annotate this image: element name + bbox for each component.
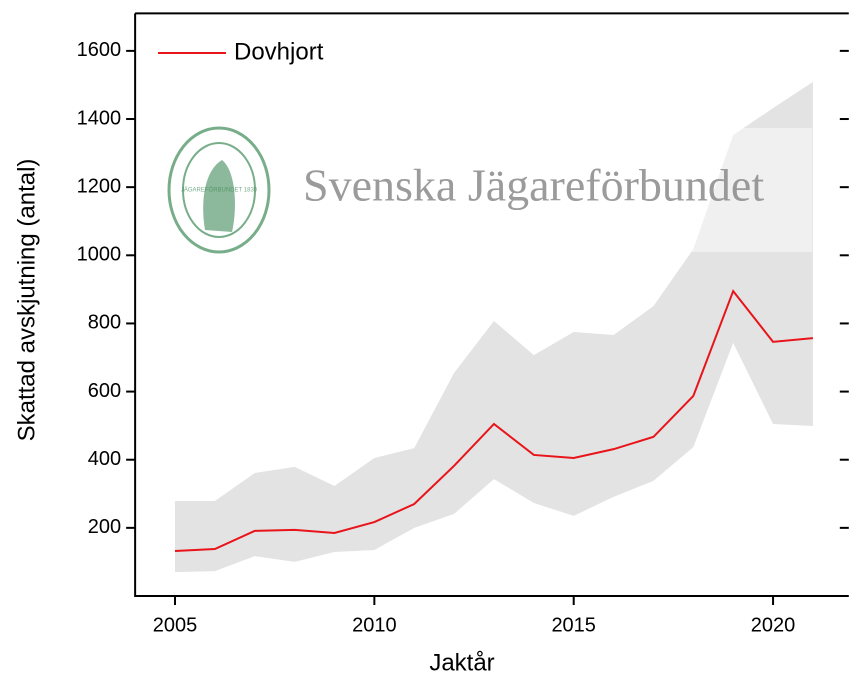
series-line [174, 289, 814, 553]
y-tick-label: 1600 [77, 39, 122, 61]
y-tick-label: 1200 [77, 175, 122, 197]
watermark: JÄGAREFÖRBUNDET 1830 Svenska Jägareförbun… [160, 126, 812, 254]
logo [167, 126, 271, 254]
y-tick-label: 800 [88, 312, 121, 334]
axes-frame [134, 13, 849, 597]
x-tick-label: 2010 [352, 614, 397, 636]
x-tick-label: 2020 [751, 614, 796, 636]
y-tick-label: 1400 [77, 107, 122, 129]
x-tick-label: 2005 [153, 614, 198, 636]
logo-bird [203, 160, 235, 232]
y-tick-label: 1000 [77, 244, 122, 266]
confidence-band [175, 81, 813, 573]
logo-text: JÄGAREFÖRBUNDET 1830 [181, 187, 258, 194]
watermark-text: Svenska Jägareförbundet [303, 160, 764, 211]
y-axis-label: Skattad avskjutning (antal) [13, 159, 40, 442]
x-axis-label: Jaktår [429, 649, 494, 676]
x-tick-label: 2015 [551, 614, 596, 636]
y-tick-label: 200 [88, 516, 121, 538]
logo-inner [182, 142, 256, 238]
y-tick-label: 600 [88, 380, 121, 402]
legend-label: Dovhjort [234, 38, 324, 65]
y-tick-label: 400 [88, 448, 121, 470]
